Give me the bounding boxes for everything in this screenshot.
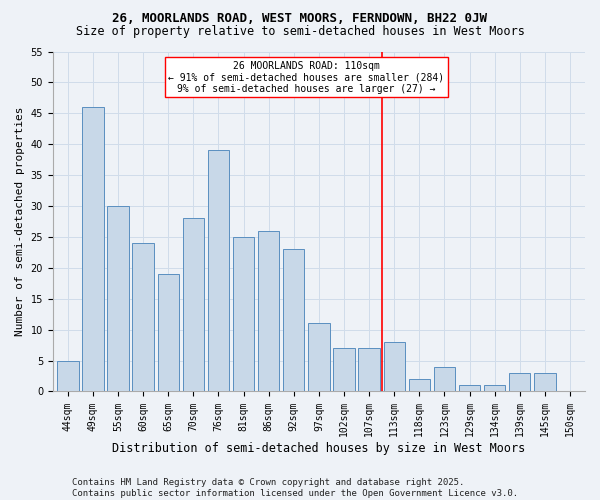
X-axis label: Distribution of semi-detached houses by size in West Moors: Distribution of semi-detached houses by … <box>112 442 526 455</box>
Bar <box>383 342 405 392</box>
Text: 26, MOORLANDS ROAD, WEST MOORS, FERNDOWN, BH22 0JW: 26, MOORLANDS ROAD, WEST MOORS, FERNDOWN… <box>113 12 487 26</box>
Bar <box>459 386 480 392</box>
Bar <box>534 373 556 392</box>
Bar <box>308 324 329 392</box>
Text: 26 MOORLANDS ROAD: 110sqm
← 91% of semi-detached houses are smaller (284)
9% of : 26 MOORLANDS ROAD: 110sqm ← 91% of semi-… <box>168 61 445 94</box>
Text: Contains HM Land Registry data © Crown copyright and database right 2025.
Contai: Contains HM Land Registry data © Crown c… <box>72 478 518 498</box>
Bar <box>334 348 355 392</box>
Bar <box>158 274 179 392</box>
Bar <box>283 250 304 392</box>
Bar <box>409 379 430 392</box>
Bar <box>258 231 280 392</box>
Y-axis label: Number of semi-detached properties: Number of semi-detached properties <box>15 106 25 336</box>
Bar <box>358 348 380 392</box>
Bar <box>82 107 104 392</box>
Bar <box>182 218 204 392</box>
Bar <box>208 150 229 392</box>
Bar <box>509 373 530 392</box>
Bar <box>434 366 455 392</box>
Bar <box>107 206 129 392</box>
Bar <box>133 243 154 392</box>
Text: Size of property relative to semi-detached houses in West Moors: Size of property relative to semi-detach… <box>76 24 524 38</box>
Bar <box>57 360 79 392</box>
Bar <box>484 386 505 392</box>
Bar <box>233 237 254 392</box>
